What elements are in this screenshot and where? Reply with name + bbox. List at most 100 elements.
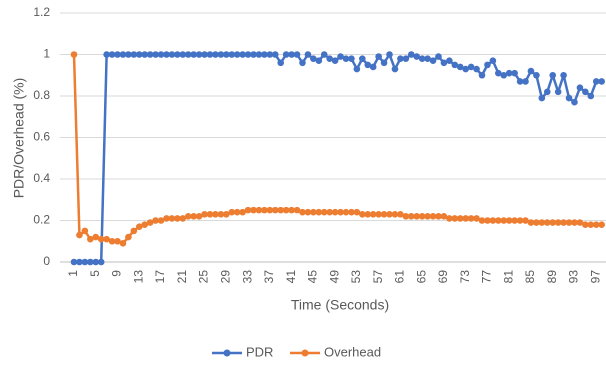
- point: [168, 51, 176, 58]
- x-tick-label: 29: [218, 270, 232, 284]
- point: [277, 206, 285, 214]
- point: [527, 67, 535, 75]
- y-tick-label: 0: [43, 254, 50, 268]
- point: [239, 51, 246, 58]
- x-tick-label: 33: [240, 270, 254, 284]
- point: [190, 51, 197, 58]
- point: [582, 221, 589, 228]
- point: [119, 51, 127, 58]
- x-tick-label: 49: [327, 270, 341, 284]
- point: [157, 51, 165, 58]
- point: [152, 51, 159, 58]
- point: [587, 221, 595, 228]
- point: [576, 219, 584, 226]
- point: [255, 206, 263, 214]
- point: [538, 219, 546, 226]
- point: [288, 51, 295, 58]
- point: [228, 208, 236, 216]
- point: [282, 51, 290, 58]
- x-tick-label: 41: [284, 270, 298, 284]
- x-axis-title: Time (Seconds): [291, 297, 389, 313]
- point: [250, 206, 257, 214]
- point: [299, 208, 306, 216]
- point: [163, 51, 170, 58]
- point: [255, 51, 263, 58]
- point: [533, 71, 540, 79]
- point: [320, 208, 328, 216]
- point: [391, 65, 399, 73]
- point: [310, 208, 317, 216]
- point: [201, 51, 208, 58]
- point: [146, 219, 154, 226]
- x-tick-label: 85: [523, 270, 537, 284]
- point: [244, 206, 252, 214]
- point: [516, 78, 524, 85]
- x-tick-label: 5: [88, 270, 102, 277]
- point: [565, 94, 573, 102]
- point: [435, 53, 442, 60]
- point: [484, 61, 491, 69]
- point: [527, 219, 535, 226]
- point: [451, 61, 459, 69]
- point: [407, 51, 415, 58]
- point: [81, 258, 89, 266]
- x-tick-label: 21: [175, 270, 189, 284]
- point: [592, 221, 600, 228]
- point: [87, 258, 94, 266]
- point: [70, 258, 78, 266]
- point: [587, 92, 595, 100]
- point: [456, 63, 464, 71]
- point: [500, 217, 508, 224]
- x-tick-label: 97: [588, 270, 602, 284]
- point: [331, 208, 339, 216]
- point: [179, 51, 187, 58]
- point: [375, 53, 382, 60]
- point: [533, 219, 540, 226]
- point: [543, 219, 551, 226]
- point: [108, 51, 116, 58]
- point: [489, 217, 497, 224]
- point: [522, 217, 529, 224]
- point: [217, 210, 225, 218]
- point: [353, 208, 361, 216]
- point: [456, 215, 464, 222]
- point: [473, 215, 480, 222]
- point: [266, 51, 274, 58]
- legend-marker: [223, 349, 231, 357]
- point: [326, 55, 333, 62]
- point: [228, 51, 236, 58]
- point: [554, 219, 562, 226]
- point: [549, 219, 557, 226]
- y-axis-title: PDR/Overhead (%): [11, 78, 27, 199]
- point: [571, 219, 578, 226]
- point: [429, 213, 437, 220]
- point: [402, 213, 410, 220]
- point: [282, 206, 290, 214]
- x-tick-label: 13: [131, 270, 145, 284]
- point: [146, 51, 154, 58]
- point: [250, 51, 257, 58]
- point: [97, 258, 105, 266]
- point: [337, 53, 344, 60]
- point: [125, 233, 132, 241]
- x-tick-label: 93: [567, 270, 581, 284]
- point: [598, 221, 605, 228]
- point: [429, 57, 437, 65]
- point: [168, 215, 176, 222]
- point: [179, 215, 187, 222]
- point: [440, 213, 448, 220]
- point: [386, 51, 393, 58]
- point: [233, 51, 241, 58]
- point: [418, 55, 426, 62]
- x-tick-label: 57: [371, 270, 385, 284]
- y-tick-label: 0.4: [33, 171, 50, 185]
- point: [576, 84, 584, 91]
- point: [342, 208, 350, 216]
- y-tick-label: 0.2: [33, 213, 50, 227]
- point: [103, 235, 110, 243]
- point: [206, 51, 214, 58]
- point: [233, 208, 241, 216]
- point: [130, 51, 138, 58]
- point: [293, 206, 301, 214]
